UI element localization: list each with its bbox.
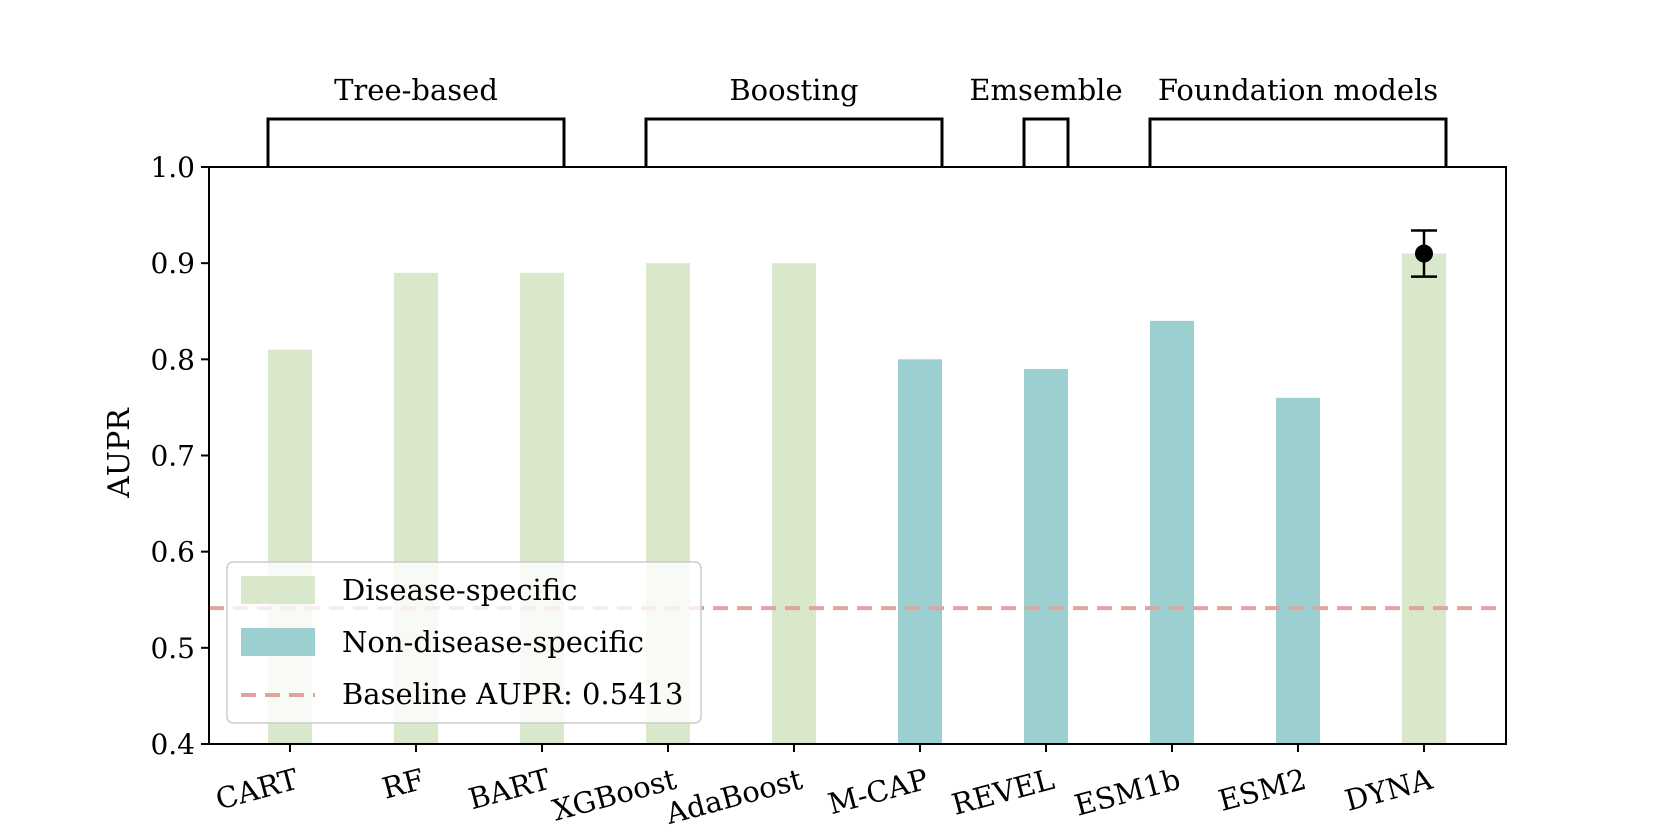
y-axis-title: AUPR (102, 407, 137, 499)
legend-swatch-disease (241, 576, 315, 604)
y-tick-label-0.7: 0.7 (150, 440, 195, 473)
x-tick-label-cart: CART (212, 762, 302, 817)
legend: Disease-specific Non-disease-specific Base… (226, 561, 702, 724)
legend-swatch-non (241, 628, 315, 656)
group-label-tree-based: Tree-based (334, 73, 498, 107)
y-tick-label-0.9: 0.9 (150, 247, 195, 280)
bar-m-cap (898, 359, 942, 744)
groups-layer: Tree-based Boosting Emsemble Foundation mod… (266, 73, 1448, 167)
group-label-emsemble: Emsemble (969, 73, 1122, 107)
y-tick-label-0.6: 0.6 (150, 536, 195, 569)
group-bracket-foundation-models (1148, 117, 1448, 167)
legend-label-baseline: Baseline AUPR: 0.5413 (342, 677, 683, 711)
x-tick-label-bart: BART (465, 762, 555, 816)
x-tick-label-esm2: ESM2 (1215, 762, 1310, 818)
error-bar-point (1415, 244, 1433, 263)
bar-adaboost (772, 263, 816, 744)
bar-revel (1024, 368, 1068, 744)
x-tick-label-xgboost: XGBoost (549, 762, 680, 828)
x-tick-label-esm1b: ESM1b (1071, 762, 1184, 823)
bar-esm2 (1276, 397, 1320, 744)
y-tick-label-0.4: 0.4 (150, 728, 195, 761)
bar-esm1b (1150, 320, 1194, 744)
group-label-boosting: Boosting (729, 73, 858, 107)
bar-dyna (1402, 253, 1446, 745)
legend-box (226, 561, 702, 724)
y-tick-label-0.5: 0.5 (150, 632, 195, 665)
y-tick-label-0.8: 0.8 (150, 343, 195, 376)
group-label-foundation-models: Foundation models (1158, 73, 1438, 107)
legend-label-disease: Disease-specific (342, 573, 577, 607)
group-bracket-tree-based (266, 117, 566, 167)
legend-label-non: Non-disease-specific (342, 625, 644, 659)
group-bracket-emsemble (1022, 117, 1070, 167)
x-tick-label-m-cap: M-CAP (824, 762, 931, 821)
y-tick-label-1.0: 1.0 (150, 151, 195, 184)
x-tick-label-dyna: DYNA (1341, 762, 1437, 818)
errorbar-layer (1411, 229, 1437, 278)
group-bracket-boosting (644, 117, 944, 167)
bars-layer (268, 253, 1446, 745)
x-tick-label-rf: RF (378, 762, 427, 806)
x-tick-label-revel: REVEL (948, 762, 1058, 822)
x-tick-label-adaboost: AdaBoost (661, 762, 806, 830)
